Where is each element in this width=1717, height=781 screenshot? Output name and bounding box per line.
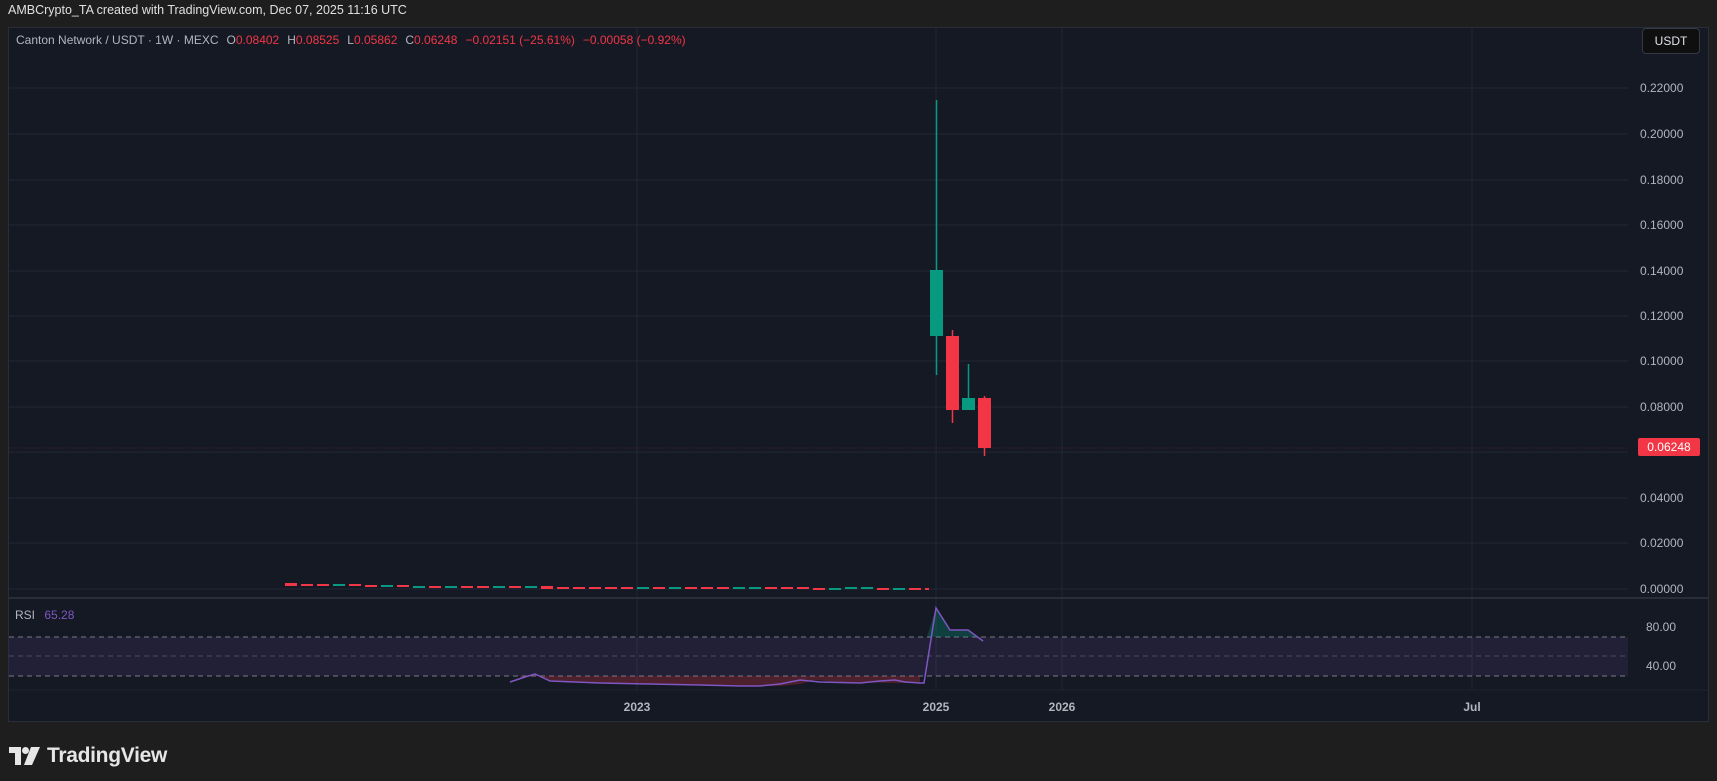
open-label: O — [226, 33, 236, 47]
candles — [930, 100, 991, 456]
svg-text:0.00000: 0.00000 — [1640, 582, 1684, 596]
price-grid — [9, 87, 1628, 590]
tradingview-brand: TradingView — [47, 744, 168, 767]
tradingview-logo-icon — [9, 747, 40, 765]
svg-text:0.12000: 0.12000 — [1640, 309, 1684, 323]
svg-text:0.22000: 0.22000 — [1640, 81, 1684, 95]
chart-caption: AMBCrypto_TA created with TradingView.co… — [8, 3, 407, 17]
rsi-legend[interactable]: RSI 65.28 — [15, 608, 74, 622]
high-value: 0.08525 — [295, 33, 340, 47]
svg-text:Jul: Jul — [1463, 700, 1480, 714]
tradingview-logo[interactable]: TradingView — [9, 744, 167, 768]
rsi-pane — [9, 605, 1628, 687]
svg-text:2026: 2026 — [1049, 700, 1076, 714]
price-axis: 0.22000 0.20000 0.18000 0.16000 0.14000 … — [1640, 81, 1684, 673]
chart-frame[interactable] — [8, 27, 1709, 722]
svg-text:0.08000: 0.08000 — [1640, 400, 1684, 414]
close-value: 0.06248 — [414, 33, 458, 47]
change-value-2: −0.00058 (−0.92%) — [582, 33, 686, 47]
close-label: C — [405, 33, 415, 47]
rsi-line — [509, 605, 984, 687]
svg-text:0.10000: 0.10000 — [1640, 354, 1684, 368]
svg-text:0.14000: 0.14000 — [1640, 264, 1684, 278]
open-value: 0.08402 — [235, 33, 280, 47]
symbol-legend[interactable]: Canton Network / USDT · 1W · MEXC O 0.08… — [16, 33, 694, 47]
svg-text:2025: 2025 — [923, 700, 950, 714]
svg-text:0.02000: 0.02000 — [1640, 536, 1684, 550]
svg-text:80.00: 80.00 — [1646, 620, 1676, 634]
time-axis: 2023 2025 2026 Jul — [624, 700, 1481, 714]
currency-button[interactable]: USDT — [1642, 28, 1700, 54]
candle-up-3 — [962, 364, 975, 410]
svg-text:2023: 2023 — [624, 700, 651, 714]
time-grid — [636, 28, 1473, 690]
last-price-tag: 0.06248 — [1638, 438, 1700, 456]
change-value: −0.02151 (−25.61%) — [465, 33, 575, 47]
svg-text:40.00: 40.00 — [1646, 659, 1676, 673]
flat-candles — [285, 583, 929, 590]
rsi-name: RSI — [15, 608, 36, 622]
svg-text:0.04000: 0.04000 — [1640, 491, 1684, 505]
low-value: 0.05862 — [353, 33, 398, 47]
svg-text:0.18000: 0.18000 — [1640, 173, 1684, 187]
candle-down-2 — [946, 330, 959, 423]
candle-up-1 — [930, 100, 943, 375]
rsi-value: 65.28 — [44, 608, 75, 622]
svg-text:0.20000: 0.20000 — [1640, 127, 1684, 141]
low-label: L — [347, 33, 354, 47]
svg-text:0.16000: 0.16000 — [1640, 218, 1684, 232]
candle-down-4 — [978, 396, 991, 456]
symbol-title[interactable]: Canton Network / USDT · 1W · MEXC — [16, 33, 219, 47]
high-label: H — [287, 33, 296, 47]
